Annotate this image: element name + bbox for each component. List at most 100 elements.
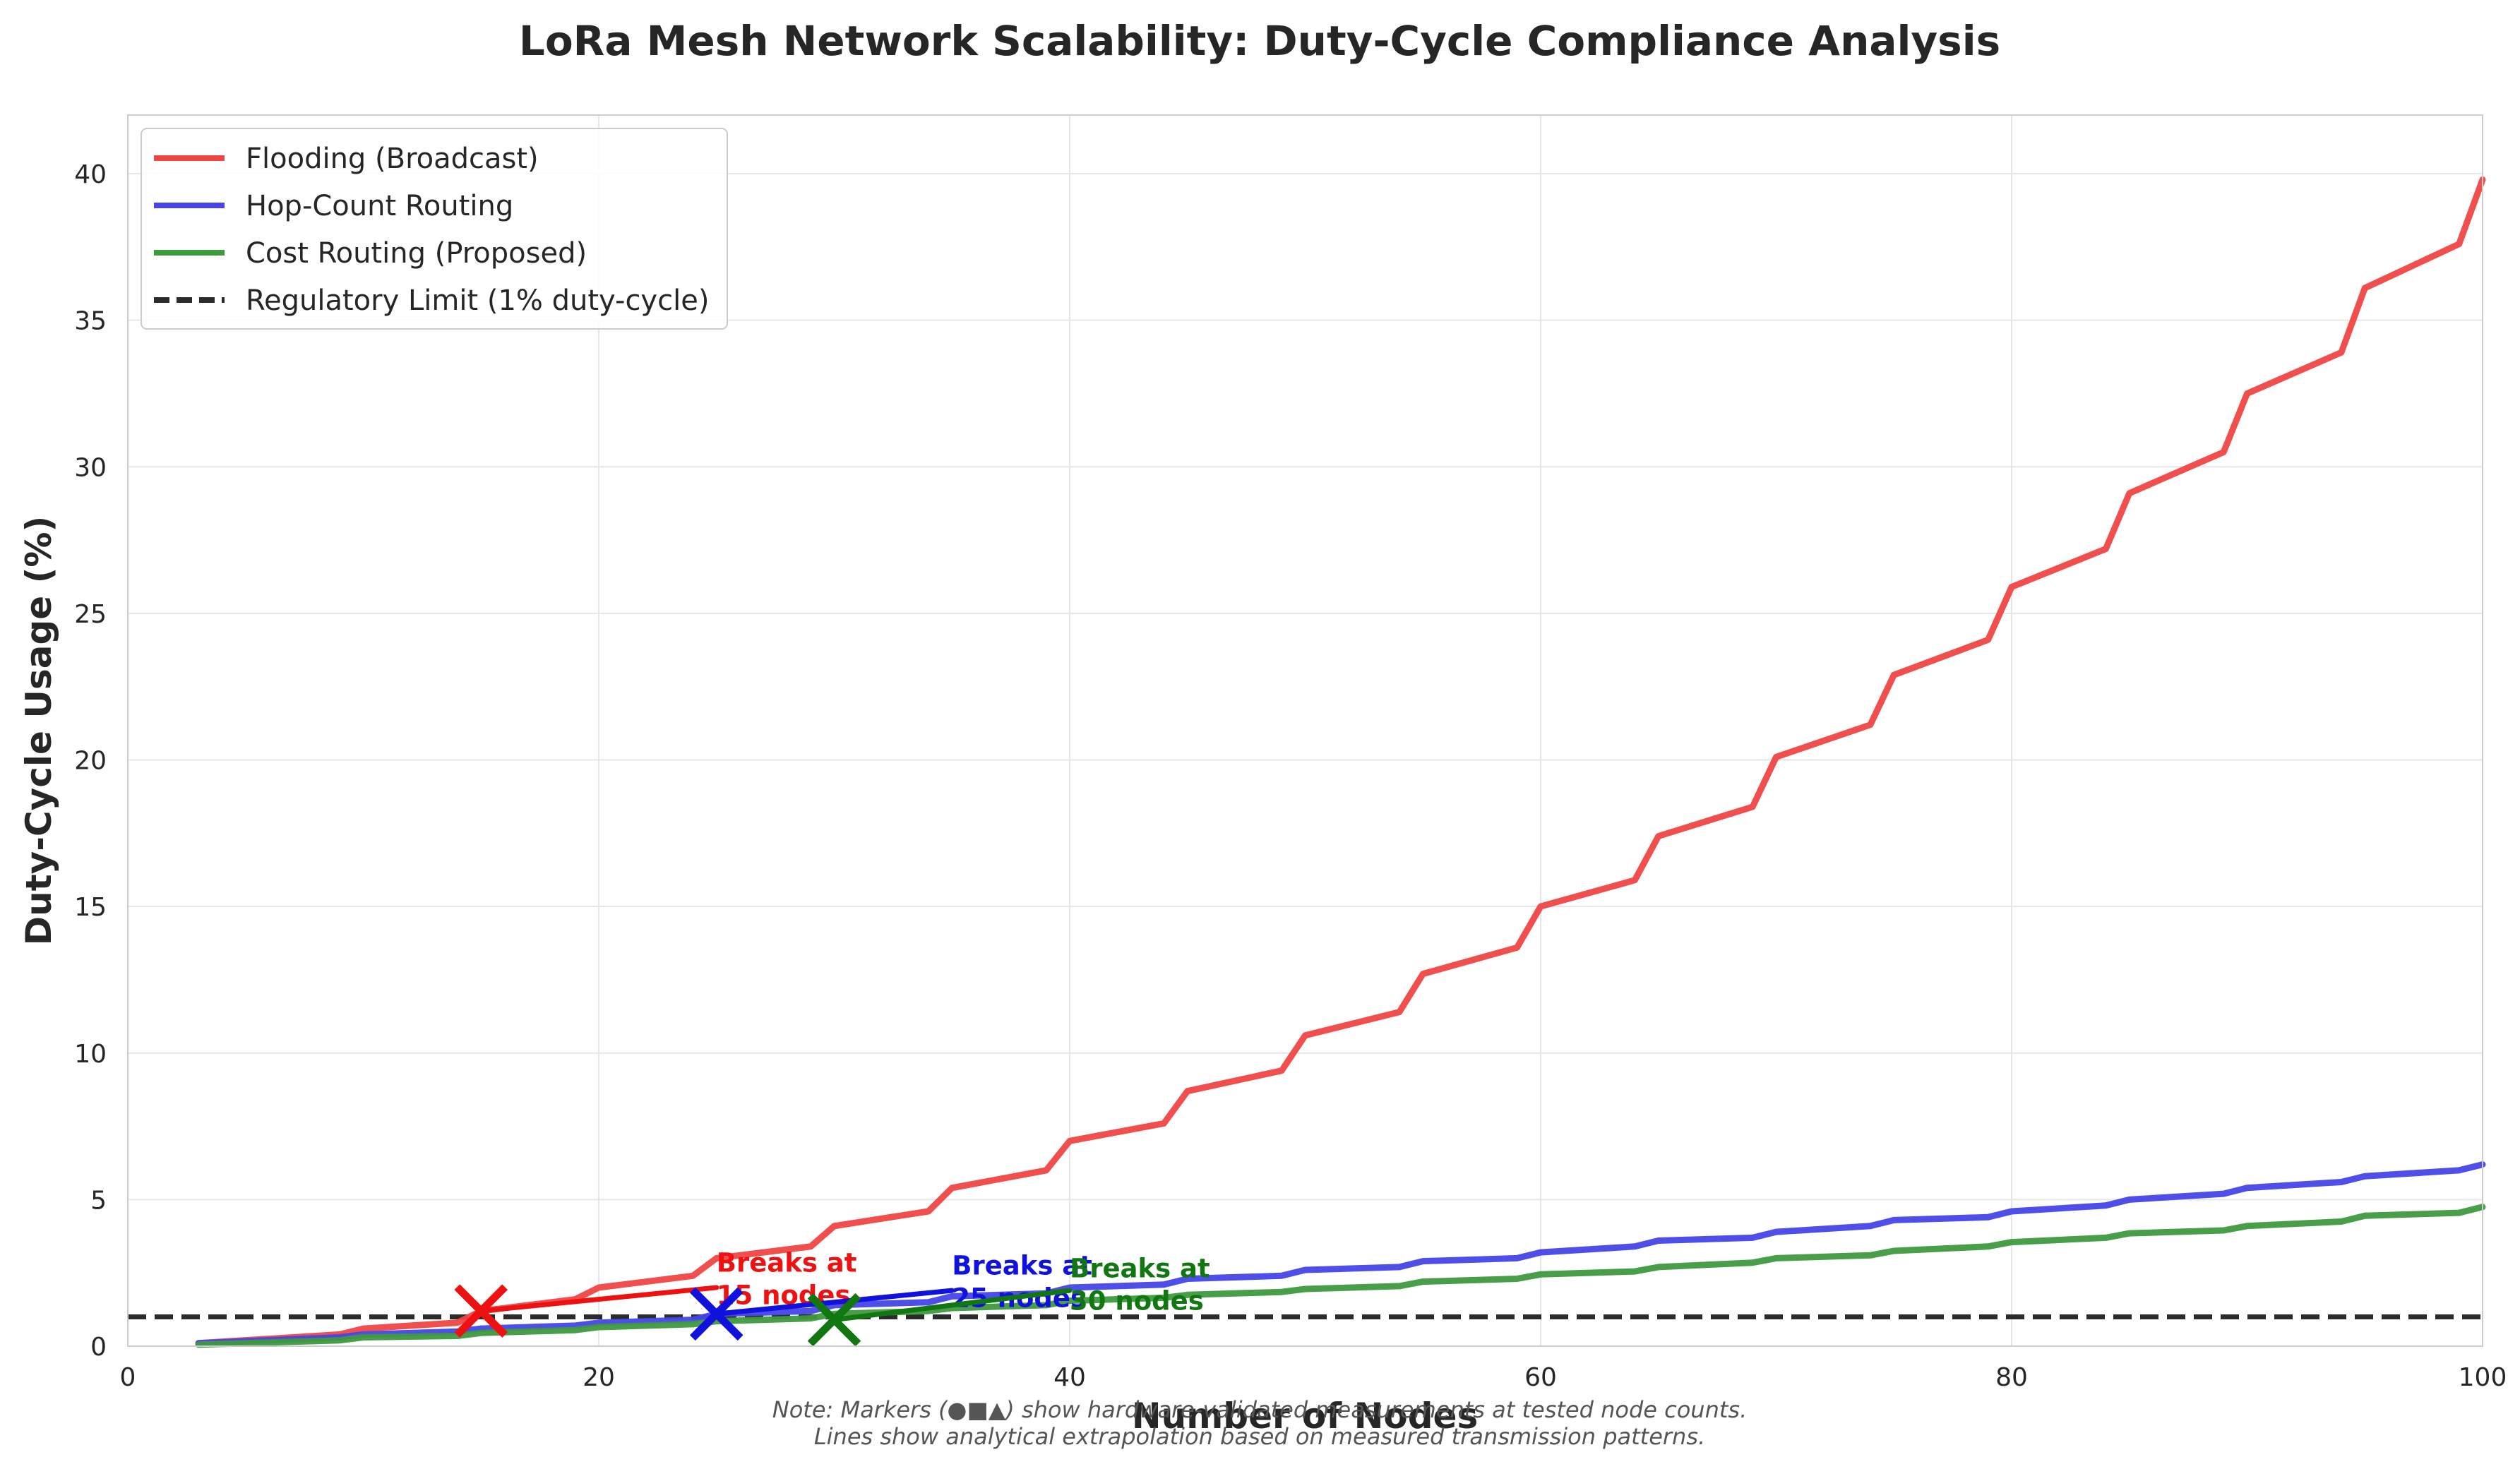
data-point xyxy=(1399,1012,1400,1013)
data-point xyxy=(1634,1271,1635,1272)
data-point xyxy=(2223,1193,2224,1194)
data-point xyxy=(1517,1257,1518,1259)
data-point xyxy=(1281,1275,1282,1276)
data-point xyxy=(2105,1237,2106,1238)
x-tick-label: 20 xyxy=(583,1363,615,1392)
data-point xyxy=(1988,1246,1989,1247)
data-point xyxy=(1870,1254,1871,1256)
data-point xyxy=(2364,287,2365,289)
breakpoint-x-marker xyxy=(454,1284,508,1338)
legend: Flooding (Broadcast) Hop-Count Routing Cos… xyxy=(141,128,728,330)
data-point xyxy=(2129,1199,2130,1200)
data-point xyxy=(598,1326,599,1328)
data-point xyxy=(2247,1225,2248,1227)
data-point xyxy=(1399,1266,1400,1268)
data-point xyxy=(2247,392,2248,394)
data-point xyxy=(2459,1212,2460,1213)
series-line-hop-count-routing xyxy=(195,1161,2486,1347)
data-point xyxy=(198,1344,199,1345)
data-point xyxy=(2459,1170,2460,1171)
data-point xyxy=(1540,1273,1541,1275)
data-point xyxy=(1870,724,1871,726)
data-point xyxy=(1281,1070,1282,1072)
data-point xyxy=(2364,1175,2365,1177)
breakpoint-segment xyxy=(478,1285,719,1314)
data-point xyxy=(2223,452,2224,453)
data-point xyxy=(1988,639,1989,640)
data-point xyxy=(1776,1231,1777,1233)
data-point xyxy=(598,1322,599,1324)
data-point xyxy=(692,1275,693,1276)
data-point xyxy=(716,1321,717,1322)
data-point xyxy=(480,1328,482,1329)
y-tick-label: 20 xyxy=(74,747,107,776)
data-point xyxy=(2341,1221,2342,1223)
data-point xyxy=(1752,806,1753,808)
data-point xyxy=(1305,1035,1306,1036)
data-point xyxy=(2011,587,2012,588)
data-point xyxy=(1634,880,1635,881)
data-point xyxy=(1187,1091,1188,1092)
data-point xyxy=(1658,1266,1659,1268)
data-point xyxy=(692,1324,693,1325)
data-point xyxy=(1752,1237,1753,1238)
x-tick-label: 40 xyxy=(1053,1363,1086,1392)
data-point xyxy=(575,1325,576,1326)
data-point xyxy=(2011,1211,2012,1212)
data-point xyxy=(339,1340,340,1341)
series-line-cost-routing-proposed xyxy=(195,1204,2486,1348)
x-tick-label: 0 xyxy=(120,1363,136,1392)
data-point xyxy=(1893,674,1894,676)
data-point xyxy=(1305,1288,1306,1290)
x-tick-labels: 0 20 40 60 80 100 xyxy=(120,1363,2507,1392)
footnote-line-1: Note: Markers (●■▲) show hardware-valida… xyxy=(772,1396,1747,1423)
data-point xyxy=(1517,947,1518,948)
data-point xyxy=(1634,1246,1635,1247)
data-point xyxy=(2129,493,2130,494)
series-layer xyxy=(195,176,2486,1348)
data-point xyxy=(810,1310,811,1312)
y-tick-label: 30 xyxy=(74,453,107,482)
y-tick-label: 10 xyxy=(74,1040,107,1069)
data-point xyxy=(2223,1230,2224,1231)
breakpoint-label-line-1: Breaks at xyxy=(1070,1254,1210,1284)
y-tick-label: 35 xyxy=(74,307,107,336)
data-point xyxy=(480,1332,482,1333)
series-cost-routing-proposed xyxy=(195,1204,2486,1348)
data-point xyxy=(2105,1205,2106,1206)
breakpoint-segment xyxy=(714,1288,955,1317)
data-point xyxy=(951,1187,953,1189)
data-point xyxy=(1046,1170,1047,1171)
data-point xyxy=(692,1319,693,1321)
y-tick-labels: 0 5 10 15 20 25 30 35 40 xyxy=(74,160,107,1362)
data-point xyxy=(1305,1269,1306,1271)
data-point xyxy=(2364,1215,2365,1216)
series-hop-count-routing xyxy=(195,1161,2486,1347)
breakpoint-segment xyxy=(832,1288,1073,1323)
data-point xyxy=(1422,973,1423,975)
legend-label: Cost Routing (Proposed) xyxy=(246,237,587,270)
y-tick-label: 0 xyxy=(90,1333,107,1362)
x-tick-label: 100 xyxy=(2459,1363,2507,1392)
data-point xyxy=(1776,756,1777,757)
data-point xyxy=(1658,835,1659,837)
data-point xyxy=(1776,1257,1777,1259)
data-point xyxy=(810,1318,811,1319)
data-point xyxy=(1163,1122,1164,1124)
data-point xyxy=(363,1328,364,1329)
legend-label: Regulatory Limit (1% duty-cycle) xyxy=(246,284,709,317)
footnote-line-2: Lines show analytical extrapolation base… xyxy=(814,1423,1705,1450)
x-tick-label: 80 xyxy=(1995,1363,2028,1392)
data-point xyxy=(457,1322,458,1324)
plot-frame xyxy=(127,114,2483,1347)
legend-box xyxy=(141,128,728,330)
x-axis-label: Number of Nodes xyxy=(1132,1396,1478,1437)
data-point xyxy=(834,1225,835,1227)
data-point xyxy=(2459,244,2460,245)
data-point xyxy=(2247,1187,2248,1189)
data-point xyxy=(2341,1181,2342,1182)
series-flooding-broadcast xyxy=(195,176,2486,1347)
breakpoint-label-line-1: Breaks at xyxy=(952,1250,1092,1281)
